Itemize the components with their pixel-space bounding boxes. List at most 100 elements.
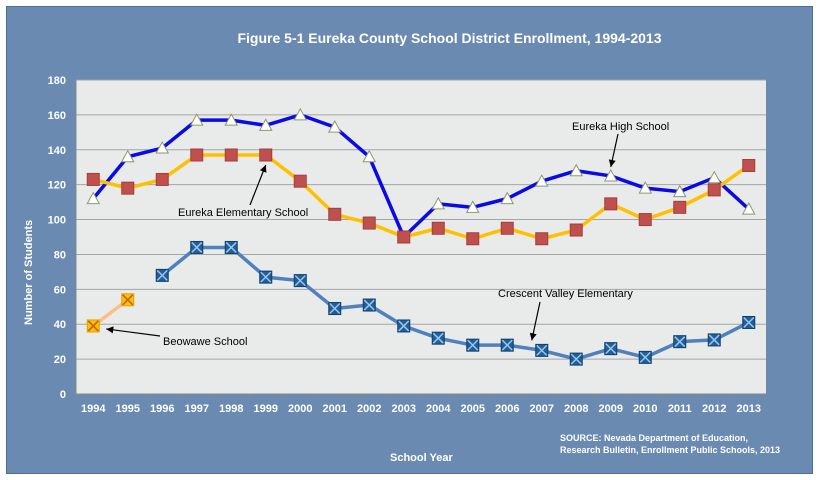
data-point: [293, 274, 307, 288]
data-point: [327, 120, 342, 133]
data-point: [673, 200, 687, 214]
data-point: [86, 191, 101, 205]
chart-title: Figure 5-1 Eureka County School District…: [237, 30, 662, 46]
x-tick-label: 2001: [323, 403, 347, 415]
data-point: [155, 172, 169, 186]
data-point: [638, 181, 653, 194]
y-tick-label: 100: [48, 215, 66, 227]
y-tick-label: 20: [54, 354, 66, 366]
data-point: [603, 168, 618, 182]
y-tick-label: 0: [60, 389, 66, 401]
y-tick-label: 80: [54, 249, 66, 261]
annotation-arrow-head: [259, 165, 267, 173]
y-tick-label: 60: [54, 284, 66, 296]
source-line-2: Research Bulletin, Enrollment Public Sch…: [560, 445, 781, 455]
data-point: [224, 113, 239, 126]
source-note: SOURCE: Nevada Department of Education, …: [560, 432, 800, 456]
data-point: [569, 352, 583, 366]
data-point: [741, 202, 756, 215]
data-point: [707, 170, 722, 184]
x-axis-label: School Year: [390, 452, 453, 464]
data-point: [328, 302, 342, 316]
annotation-arrow-head: [529, 332, 537, 341]
x-tick-label: 1998: [219, 403, 243, 415]
data-point: [397, 319, 411, 333]
data-point: [742, 315, 756, 329]
x-tick-label: 2002: [357, 403, 381, 415]
x-tick-label: 2011: [668, 403, 692, 415]
annotation-arrow-line: [106, 328, 161, 337]
x-tick-label: 2012: [702, 403, 726, 415]
annotation-label: Beowawe School: [163, 336, 247, 348]
data-point: [466, 338, 480, 352]
x-tick-label: 1996: [150, 403, 174, 415]
data-point: [259, 270, 273, 284]
data-point: [535, 232, 549, 246]
data-point: [190, 240, 204, 254]
data-point: [707, 333, 721, 347]
data-point: [121, 181, 135, 195]
y-tick-label: 160: [48, 110, 66, 122]
data-point: [190, 148, 204, 162]
data-point: [86, 319, 100, 333]
data-point: [431, 331, 445, 345]
data-point: [362, 149, 377, 163]
data-point: [638, 350, 652, 364]
series-line: [91, 113, 750, 239]
data-point: [259, 148, 273, 162]
data-point: [569, 163, 584, 177]
y-tick-label: 40: [54, 319, 66, 331]
data-point: [673, 335, 687, 349]
x-tick-label: 2006: [495, 403, 519, 415]
x-tick-label: 1994: [81, 403, 106, 415]
data-point: [500, 338, 514, 352]
data-point: [569, 223, 583, 237]
data-point: [121, 293, 135, 307]
y-tick-label: 180: [48, 75, 66, 87]
data-point: [742, 158, 756, 172]
data-point: [707, 183, 721, 197]
data-point: [362, 216, 376, 230]
data-point: [328, 207, 342, 221]
data-point: [155, 268, 169, 282]
data-point: [293, 107, 308, 121]
annotation-arrow-head: [608, 159, 616, 167]
data-point: [258, 118, 273, 131]
x-tick-label: 2003: [392, 403, 416, 415]
annotation-arrow-head: [106, 326, 114, 334]
x-tick-label: 2007: [530, 403, 554, 415]
data-point: [638, 213, 652, 227]
data-point: [155, 140, 170, 154]
source-line-1: SOURCE: Nevada Department of Education,: [560, 433, 749, 443]
x-tick-label: 2000: [288, 403, 312, 415]
data-point: [535, 343, 549, 357]
annotation-label: Eureka Elementary School: [178, 207, 308, 219]
data-point: [224, 240, 238, 254]
data-point: [500, 191, 515, 205]
data-point: [604, 342, 618, 356]
x-tick-label: 2009: [599, 403, 623, 415]
x-tick-label: 1997: [185, 403, 209, 415]
annotation-label: Eureka High School: [572, 121, 669, 133]
x-tick-label: 1999: [254, 403, 278, 415]
data-point: [465, 200, 480, 213]
data-point: [224, 148, 238, 162]
x-tick-label: 2010: [633, 403, 657, 415]
data-point: [672, 184, 687, 198]
x-tick-label: 2004: [426, 403, 451, 415]
data-point: [397, 230, 411, 244]
data-point: [86, 172, 100, 186]
data-point: [362, 298, 376, 312]
y-tick-label: 120: [48, 180, 66, 192]
x-tick-label: 2008: [564, 403, 588, 415]
data-point: [431, 196, 446, 210]
data-point: [534, 174, 549, 187]
data-point: [431, 221, 445, 235]
data-point: [604, 197, 618, 211]
x-tick-label: 1995: [116, 403, 140, 415]
data-point: [293, 174, 307, 188]
x-tick-label: 2005: [461, 403, 485, 415]
data-point: [120, 149, 135, 163]
y-tick-label: 140: [48, 145, 66, 157]
